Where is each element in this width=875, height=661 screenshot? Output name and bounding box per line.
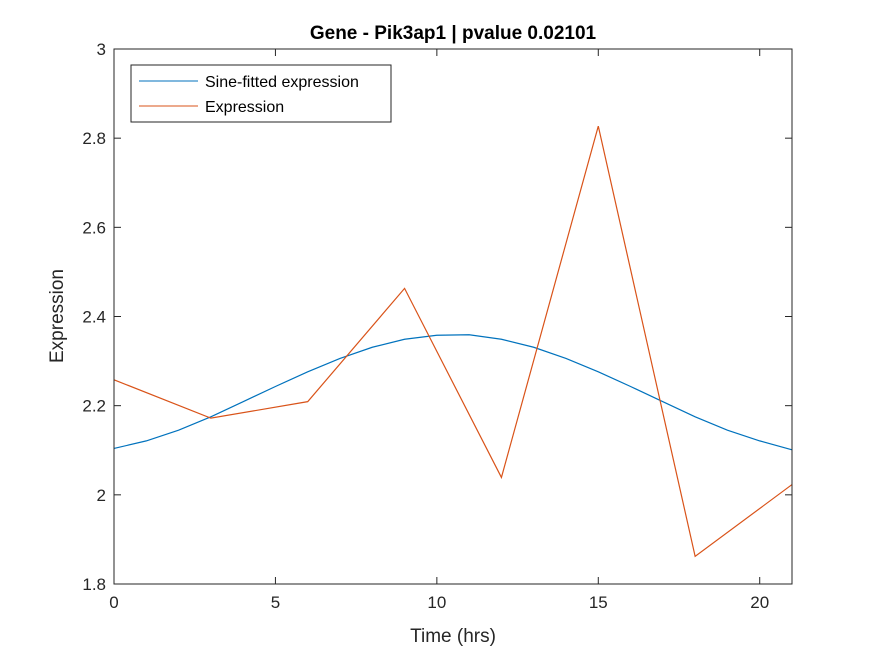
x-tick-label: 15 <box>589 593 608 612</box>
plot-area <box>114 49 792 584</box>
x-tick-label: 10 <box>427 593 446 612</box>
y-tick-label: 2 <box>97 486 106 505</box>
y-tick-label: 3 <box>97 40 106 59</box>
y-tick-label: 2.6 <box>82 218 106 237</box>
x-tick-label: 0 <box>109 593 118 612</box>
y-tick-label: 2.2 <box>82 397 106 416</box>
legend-label-sine-fitted: Sine-fitted expression <box>205 74 359 91</box>
legend: Sine-fitted expression Expression <box>130 64 392 123</box>
x-axis: 0 5 10 15 20 <box>109 49 769 612</box>
y-axis: 1.8 2 2.2 2.4 2.6 2.8 3 <box>82 40 792 594</box>
series-layer <box>113 125 793 558</box>
series-line-0 <box>113 334 793 451</box>
legend-label-expression: Expression <box>205 99 284 116</box>
x-tick-label: 5 <box>271 593 280 612</box>
y-tick-label: 1.8 <box>82 575 106 594</box>
y-tick-label: 2.8 <box>82 129 106 148</box>
x-tick-label: 20 <box>750 593 769 612</box>
series-line-1 <box>113 125 793 558</box>
legend-box <box>130 64 392 123</box>
y-tick-label: 2.4 <box>82 308 106 327</box>
x-axis-label: Time (hrs) <box>410 626 496 647</box>
chart-title: Gene - Pik3ap1 | pvalue 0.02101 <box>310 23 597 44</box>
y-axis-label: Expression <box>47 269 68 363</box>
